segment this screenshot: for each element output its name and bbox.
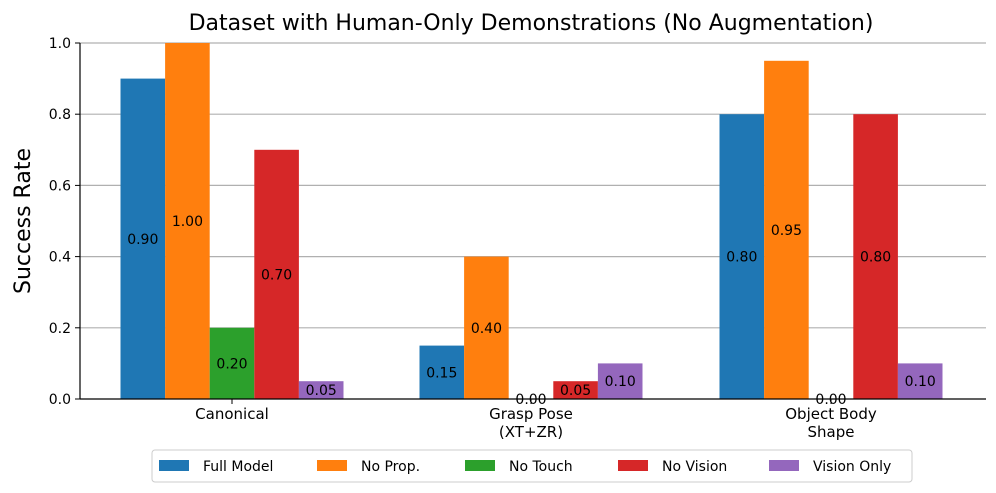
legend-swatch	[159, 460, 189, 471]
bar-value-label: 0.05	[560, 383, 591, 399]
bar-vision-only	[597, 363, 643, 399]
bar-no-prop	[764, 60, 809, 400]
legend-swatch	[465, 460, 495, 471]
legend-label: Vision Only	[813, 459, 891, 475]
x-tick-label: Canonical	[195, 405, 269, 423]
bar-full-model	[120, 78, 166, 399]
legend-swatch	[769, 460, 799, 471]
bar-value-label: 0.20	[216, 356, 247, 372]
bar-value-label: 0.80	[726, 250, 757, 266]
bar-no-prop	[165, 43, 210, 399]
bars: 0.900.150.801.000.400.950.200.00 0.000.70…	[120, 43, 943, 408]
chart-title: Dataset with Human-Only Demonstrations (…	[189, 11, 874, 36]
bar-value-label: 0.15	[426, 365, 457, 381]
x-tick-label: Grasp Pose	[489, 405, 573, 423]
bar-no-vision	[853, 114, 898, 399]
x-tick-label: Object Body	[785, 405, 877, 423]
legend: Full Model No Prop. No Touch No Vision Visio…	[151, 449, 913, 483]
y-tick-label: 0.0	[49, 392, 71, 408]
bar-vision-only	[897, 363, 943, 399]
bar-value-label: 0.80	[860, 250, 891, 266]
y-tick-label: 1.0	[49, 36, 71, 52]
legend-label: No Touch	[509, 459, 573, 475]
legend-swatch	[317, 460, 347, 471]
legend-swatch	[618, 460, 648, 471]
y-tick-label: 0.8	[49, 107, 71, 123]
bar-value-label: 1.00	[172, 214, 203, 230]
x-tick-label: Shape	[808, 423, 855, 441]
bar-no-vision	[254, 149, 299, 399]
bar-value-label: 0.90	[127, 232, 158, 248]
bar-value-label: 0.70	[261, 267, 292, 283]
legend-box	[151, 449, 913, 483]
y-axis-label: Success Rate	[11, 148, 36, 294]
x-tick-label: (XT+ZR)	[499, 423, 563, 441]
bar-value-label: 0.10	[605, 374, 636, 390]
bar-full-model	[419, 345, 465, 399]
legend-label: Full Model	[203, 459, 273, 475]
bar-vision-only	[298, 381, 344, 399]
bar-value-label: 0.05	[306, 383, 337, 399]
bar-no-touch	[209, 327, 255, 399]
axes: 0.0 0.2 0.4 0.6 0.8 1.0 Canonical Grasp Pose(XT…	[49, 36, 986, 441]
y-tick-label: 0.6	[49, 178, 71, 194]
bar-full-model	[719, 114, 765, 399]
y-tick-label: 0.4	[49, 250, 71, 266]
grid-lines	[80, 42, 986, 329]
bar-value-label: 0.95	[771, 223, 802, 239]
bar-no-prop	[464, 256, 509, 399]
legend-label: No Prop.	[361, 459, 420, 475]
y-tick-label: 0.2	[49, 321, 71, 337]
bar-value-label: 0.40	[471, 321, 502, 337]
legend-label: No Vision	[662, 459, 727, 475]
bar-value-label: 0.10	[905, 374, 936, 390]
bar-no-vision	[553, 381, 598, 399]
